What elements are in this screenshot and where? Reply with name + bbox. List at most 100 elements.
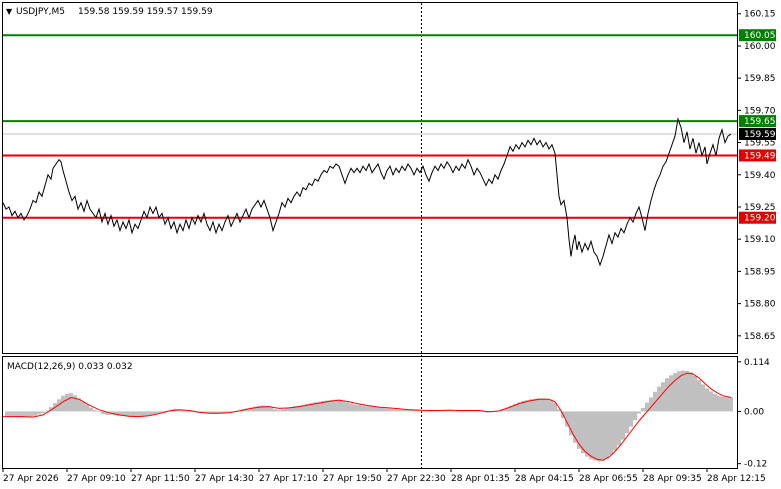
header-ohlc: 159.58 159.59 159.57 159.59 [78, 7, 213, 17]
macd-bar [669, 375, 673, 412]
macd-bar [129, 411, 133, 418]
macd-bar [417, 410, 421, 412]
price-levels: 160.05 159.65 159.49 159.20 159.59 [3, 29, 776, 224]
macd-bar [705, 388, 709, 412]
macd-bar [161, 411, 165, 413]
macd-bar [293, 406, 297, 412]
macd-bar [389, 408, 393, 412]
price-tick-label: 158.80 [744, 300, 776, 310]
macd-bar [549, 399, 553, 412]
macd-bar [585, 411, 589, 457]
price-tick-label: 160.15 [744, 10, 776, 20]
macd-bar [13, 411, 17, 418]
level-tag-label: 160.05 [744, 31, 776, 41]
macd-bar [305, 404, 309, 412]
macd-bar [657, 386, 661, 412]
macd-bar [373, 407, 377, 412]
macd-bar [709, 391, 713, 412]
price-panel-frame [2, 2, 738, 354]
macd-axis: 0.114 0.00 -0.12 [737, 358, 770, 470]
macd-bar [597, 411, 601, 462]
macd-bar [137, 411, 141, 417]
macd-tick-label: 0.114 [744, 358, 770, 368]
macd-bar [113, 411, 117, 416]
macd-bar [697, 380, 701, 412]
macd-bar [177, 409, 181, 412]
macd-bar [397, 409, 401, 412]
macd-bar [309, 403, 313, 412]
macd-bar [581, 411, 585, 454]
time-tick-label: 27 Apr 19:50 [323, 474, 382, 484]
header-arrow[interactable]: ▼ [6, 7, 13, 16]
macd-bar [517, 402, 521, 412]
level-tag [739, 115, 776, 128]
macd-bar [21, 411, 25, 418]
macd-bar [693, 375, 697, 412]
time-tick-label: 28 Apr 09:35 [643, 474, 702, 484]
macd-bar [717, 395, 721, 412]
macd-bar [33, 411, 37, 416]
level-tag [739, 29, 776, 42]
macd-bar [361, 405, 365, 412]
macd-bar [529, 399, 533, 412]
macd-bar [617, 411, 621, 446]
macd-bar [545, 398, 549, 412]
macd-bar [25, 411, 29, 418]
macd-bar [153, 411, 157, 415]
macd-bar [81, 401, 85, 412]
macd-bar [481, 411, 485, 413]
macd-bar [521, 400, 525, 412]
macd-bar [249, 407, 253, 412]
macd-bar [149, 411, 153, 416]
macd-bar [629, 411, 633, 427]
macd-bar [89, 407, 93, 412]
macd-bar [429, 410, 433, 412]
macd-bar [133, 411, 137, 418]
macd-label: MACD(12,26,9) 0.033 0.032 [7, 362, 133, 372]
time-tick-label: 27 Apr 11:50 [131, 474, 190, 484]
macd-bar [385, 408, 389, 412]
macd-bar [85, 404, 89, 412]
macd-bar [701, 384, 705, 412]
price-axis: 160.15 160.00 159.85 159.70 159.55 159.40 159.… [737, 10, 776, 342]
macd-bar [457, 410, 461, 412]
macd-bar [729, 397, 733, 412]
macd-bar [269, 407, 273, 412]
macd-bar [625, 411, 629, 434]
time-tick-label: 27 Apr 17:10 [259, 474, 318, 484]
macd-bar [449, 410, 453, 412]
macd-bar [209, 411, 213, 414]
macd-bar [653, 391, 657, 412]
macd-bar [421, 410, 425, 412]
macd-bar [77, 398, 81, 412]
macd-tick-label: -0.12 [744, 460, 767, 470]
price-tick-label: 159.40 [744, 171, 776, 181]
macd-bar [505, 407, 509, 412]
macd-bar [245, 408, 249, 412]
macd-bar [337, 399, 341, 412]
macd-bar [461, 410, 465, 412]
macd-bar [721, 396, 725, 412]
macd-bar [393, 409, 397, 412]
macd-bar [257, 405, 261, 412]
macd-bar [289, 407, 293, 412]
level-tag-label: 159.20 [744, 214, 776, 224]
price-line [2, 117, 732, 267]
macd-bar [157, 411, 161, 414]
macd-bar [553, 402, 557, 412]
price-tick-label: 159.10 [744, 235, 776, 245]
macd-bar [409, 410, 413, 412]
macd-bar [353, 404, 357, 412]
macd-bar [41, 411, 45, 414]
price-tick-label: 159.25 [744, 203, 776, 213]
macd-bar [125, 411, 129, 417]
time-tick-label: 28 Apr 01:35 [451, 474, 510, 484]
macd-bar [273, 409, 277, 412]
macd-bar [49, 407, 53, 412]
macd-bar [445, 410, 449, 412]
macd-bar [677, 371, 681, 412]
macd-bar [557, 409, 561, 412]
macd-bar [637, 411, 641, 414]
time-tick-label: 27 Apr 22:30 [387, 474, 446, 484]
